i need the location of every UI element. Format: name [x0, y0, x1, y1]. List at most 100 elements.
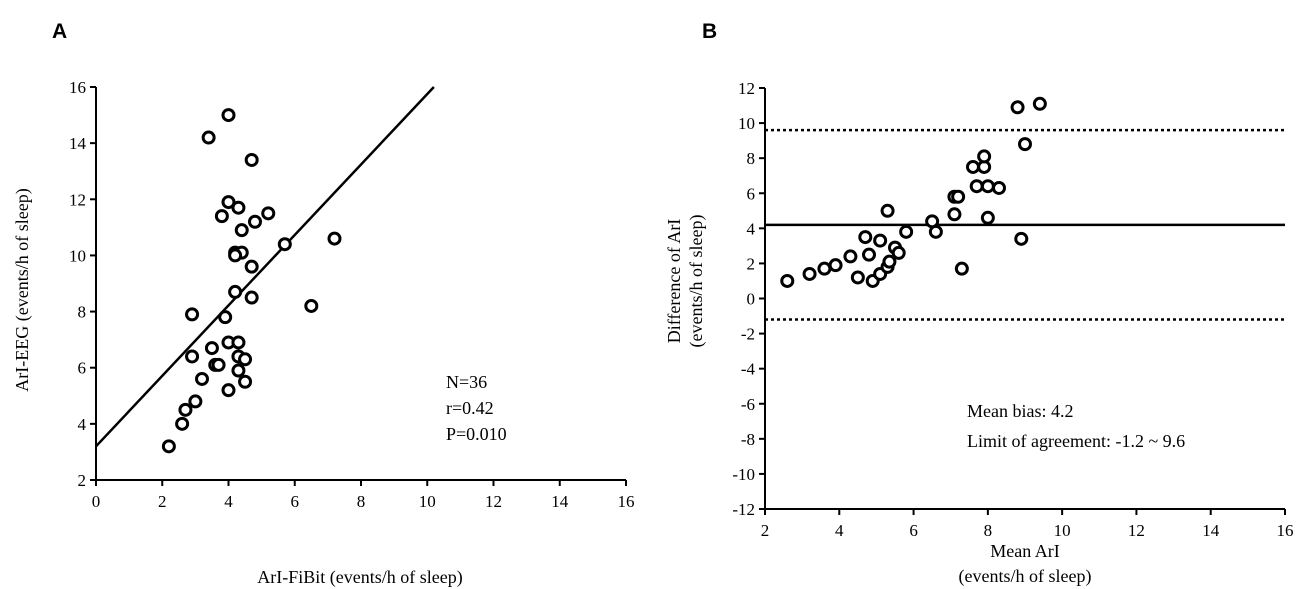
- panel-b-data-point: [891, 245, 906, 260]
- panel-a-data-point: [175, 416, 190, 431]
- panel-b-data-point: [817, 261, 832, 276]
- panel-a-x-tick-label: 8: [357, 492, 366, 511]
- panel-a-data-point: [161, 439, 176, 454]
- panel-a-data-point: [248, 214, 262, 229]
- panel-a-data-point: [201, 130, 216, 145]
- panel-b-data-point: [969, 179, 984, 194]
- panel-a-x-tick-label: 16: [618, 492, 635, 511]
- panel-a-x-tick-label: 4: [224, 492, 233, 511]
- panel-a-data-point: [221, 195, 236, 210]
- panel-b-data-point: [862, 247, 876, 262]
- panel-a-y-tick-label: 8: [78, 303, 87, 322]
- panel-b-data-point: [858, 230, 873, 245]
- panel-b-x-tick-label: 12: [1128, 521, 1145, 540]
- panel-a-data-point: [244, 152, 259, 167]
- panel-a-x-tick-label: 14: [551, 492, 569, 511]
- panel-a-x-tick-label: 0: [92, 492, 101, 511]
- panel-b-x-tick-label: 2: [761, 521, 770, 540]
- panel-a-data-point: [244, 259, 259, 274]
- panel-a-letter: A: [52, 20, 67, 43]
- panel-a-data-point: [234, 223, 249, 238]
- panel-b-data-point: [899, 224, 914, 239]
- panel-b-letter: B: [702, 20, 717, 43]
- panel-a-data-point: [204, 341, 219, 356]
- panel-b-data-point: [873, 233, 888, 248]
- panel-a-data-point: [231, 363, 246, 378]
- panel-b-data-point: [882, 254, 897, 269]
- panel-b-data-point: [980, 210, 995, 225]
- panel-b-data-point: [977, 149, 992, 164]
- panel-a-y-tick-label: 10: [69, 246, 86, 265]
- panel-a-y-tick-label: 16: [69, 78, 86, 97]
- panel-b-y-axis-label-line2: (events/h of sleep): [686, 215, 707, 348]
- panel-b-data-point: [850, 270, 865, 285]
- panel-b-y-tick-label: -2: [741, 325, 755, 344]
- panel-b-data-point: [966, 159, 980, 174]
- panel-a-x-tick-label: 10: [419, 492, 436, 511]
- panel-b-plot: -12 -10 -8 -6 -4 -2 0 2 4 6 8 10 12 2 4 6 8 10 12 14 16: [732, 79, 1293, 540]
- panel-b-data-point: [928, 224, 943, 239]
- panel-a-data-point: [327, 231, 342, 246]
- panel-b-data-point: [843, 249, 858, 264]
- panel-b-annotation-bias: Mean bias: 4.2: [967, 401, 1073, 421]
- panel-b-data-point: [880, 203, 895, 218]
- panel-b-annotations: Mean bias: 4.2 Limit of agreement: -1.2 …: [967, 401, 1185, 451]
- panel-a-regression-line: [95, 86, 435, 448]
- panel-a-data-point: [231, 200, 246, 215]
- panel-a-x-tick-label: 12: [485, 492, 502, 511]
- panel-b-y-tick-label: 10: [738, 114, 755, 133]
- panel-b-x-tick-label: 10: [1054, 521, 1071, 540]
- panel-a-data-point: [231, 335, 246, 350]
- panel-b-x-tick-label: 8: [984, 521, 993, 540]
- panel-a-annotation-n: N=36: [446, 372, 487, 392]
- panel-b-y-tick-label: -8: [741, 430, 755, 449]
- panel-a-annotations: N=36 r=0.42 P=0.010: [446, 372, 507, 444]
- panel-b-data-point: [947, 207, 962, 222]
- panel-a-data-point: [195, 371, 209, 386]
- panel-b-x-axis-label-line2: (events/h of sleep): [959, 566, 1092, 587]
- panel-b-y-tick-label: -4: [741, 360, 756, 379]
- panel-a-data-point: [244, 290, 259, 305]
- panel-a-y-axis-label: ArI-EEG (events/h of sleep): [12, 188, 33, 391]
- panel-a-x-tick-label: 6: [291, 492, 300, 511]
- panel-a-data-point: [188, 394, 203, 409]
- panel-a-y-tick-label: 4: [78, 415, 87, 434]
- panel-b-y-tick-label: 12: [738, 79, 755, 98]
- panel-b-data-point: [980, 179, 995, 194]
- panel-a-data-point: [214, 209, 229, 224]
- panel-b-x-tick-label: 6: [909, 521, 918, 540]
- panel-a-y-tick-label: 12: [69, 190, 86, 209]
- panel-b-data-point: [954, 261, 969, 276]
- panel-a-data-point: [277, 237, 292, 252]
- panel-b-y-tick-label: 2: [747, 254, 756, 273]
- panel-b-data-point: [1018, 137, 1032, 152]
- panel-a-data-point: [211, 357, 226, 372]
- panel-b-x-tick-label: 14: [1202, 521, 1220, 540]
- panel-a-data-point: [221, 108, 236, 123]
- panel-a-data-point: [261, 206, 276, 221]
- panel-b-y-axis-label-line1: Difference of ArI: [664, 219, 684, 344]
- panel-a-data-point: [304, 298, 319, 313]
- panel-a-y-tick-label: 6: [78, 359, 87, 378]
- panel-a-data-point: [221, 383, 236, 398]
- panel-b-data-point: [951, 189, 966, 204]
- panel-a-data-point: [185, 349, 200, 364]
- panel-b-y-tick-label: 4: [747, 219, 756, 238]
- panel-b-y-tick-label: -12: [732, 500, 755, 519]
- panel-a-data-point: [228, 248, 243, 263]
- panel-b-y-tick-label: -6: [741, 395, 755, 414]
- panel-a-y-tick-label: 14: [69, 134, 87, 153]
- panel-b-annotation-limits: Limit of agreement: -1.2 ~ 9.6: [967, 431, 1185, 451]
- panel-b-y-tick-label: 8: [747, 149, 756, 168]
- panel-a-data-point: [238, 374, 253, 389]
- panel-b-data-point: [1010, 100, 1025, 115]
- panel-b-x-axis-label-line1: Mean ArI: [990, 541, 1059, 561]
- panel-b-data-point: [828, 258, 843, 273]
- panel-b-y-tick-label: 0: [747, 290, 756, 309]
- panel-a-data-point: [238, 352, 253, 367]
- panel-a-x-tick-label: 2: [158, 492, 167, 511]
- panel-b-data-point: [802, 266, 817, 281]
